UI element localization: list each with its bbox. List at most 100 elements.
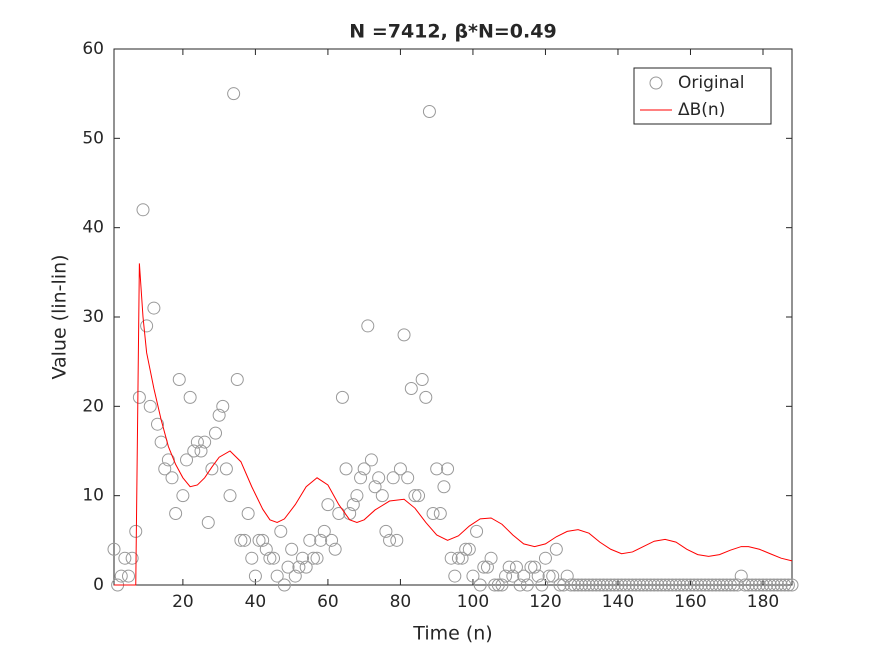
data-point — [694, 578, 708, 592]
data-point — [484, 551, 498, 565]
y-tick-label: 60 — [82, 39, 104, 59]
data-point — [611, 578, 625, 592]
x-tick-label: 40 — [245, 592, 267, 612]
data-point — [734, 569, 748, 583]
data-point — [557, 578, 571, 592]
data-point — [466, 569, 480, 583]
data-point — [680, 578, 694, 592]
chart-title: N =7412, β*N=0.49 — [349, 21, 556, 43]
data-point — [223, 489, 237, 503]
data-point — [462, 542, 476, 556]
data-point — [238, 533, 252, 547]
data-point — [629, 578, 643, 592]
x-tick-label: 20 — [172, 592, 194, 612]
y-axis-label: Value (lin-lin) — [49, 254, 71, 379]
data-point — [372, 471, 386, 485]
data-point — [683, 578, 697, 592]
data-point — [390, 533, 404, 547]
data-point — [422, 105, 436, 119]
data-point — [386, 471, 400, 485]
x-tick-label: 140 — [602, 592, 634, 612]
data-point — [274, 524, 288, 538]
data-point — [575, 578, 589, 592]
data-point — [426, 507, 440, 521]
data-point — [335, 390, 349, 404]
data-point — [198, 435, 212, 449]
data-point — [741, 578, 755, 592]
data-point — [506, 569, 520, 583]
data-point — [259, 542, 273, 556]
data-point — [774, 578, 788, 592]
data-point — [665, 578, 679, 592]
data-point — [230, 373, 244, 387]
data-point — [528, 560, 542, 574]
data-point — [281, 560, 295, 574]
data-point — [129, 524, 143, 538]
data-point — [310, 551, 324, 565]
data-point — [455, 551, 469, 565]
data-point — [578, 578, 592, 592]
data-point — [339, 462, 353, 476]
data-point — [361, 319, 375, 333]
data-point — [147, 301, 161, 315]
data-point — [752, 578, 766, 592]
data-point — [669, 578, 683, 592]
data-point — [473, 578, 487, 592]
data-point — [379, 524, 393, 538]
data-point — [567, 578, 581, 592]
data-point — [535, 578, 549, 592]
data-point — [763, 578, 777, 592]
data-point — [448, 569, 462, 583]
legend-label: Original — [678, 73, 745, 93]
data-point — [491, 578, 505, 592]
data-point — [321, 498, 335, 512]
data-point — [437, 480, 451, 494]
data-point — [180, 453, 194, 467]
data-point — [393, 462, 407, 476]
data-point — [451, 551, 465, 565]
data-point — [314, 533, 328, 547]
data-point — [662, 578, 676, 592]
data-point — [702, 578, 716, 592]
data-point — [477, 560, 491, 574]
data-point — [430, 462, 444, 476]
data-point — [132, 390, 146, 404]
data-point — [263, 551, 277, 565]
data-point — [647, 578, 661, 592]
data-point — [618, 578, 632, 592]
data-point — [267, 551, 281, 565]
data-point — [277, 578, 291, 592]
x-tick-label: 80 — [390, 592, 412, 612]
data-point — [114, 569, 128, 583]
data-point — [600, 578, 614, 592]
data-point — [299, 560, 313, 574]
data-point — [205, 462, 219, 476]
data-point — [241, 507, 255, 521]
data-point — [165, 471, 179, 485]
data-point — [644, 578, 658, 592]
data-point — [658, 578, 672, 592]
data-point — [190, 435, 204, 449]
data-point — [125, 551, 139, 565]
data-point — [499, 569, 513, 583]
line — [114, 263, 793, 586]
data-point — [651, 578, 665, 592]
x-axis-label: Time (n) — [412, 623, 492, 645]
data-point — [502, 560, 516, 574]
data-point — [212, 408, 226, 422]
data-point — [687, 578, 701, 592]
data-point — [781, 578, 795, 592]
data-point — [375, 489, 389, 503]
data-point — [785, 578, 799, 592]
y-tick-label: 30 — [82, 307, 104, 327]
data-point — [158, 462, 172, 476]
data-point — [397, 328, 411, 342]
data-point — [415, 373, 429, 387]
data-point — [705, 578, 719, 592]
data-point — [589, 578, 603, 592]
data-point — [187, 444, 201, 458]
data-point — [404, 381, 418, 395]
data-point — [633, 578, 647, 592]
data-point — [444, 551, 458, 565]
